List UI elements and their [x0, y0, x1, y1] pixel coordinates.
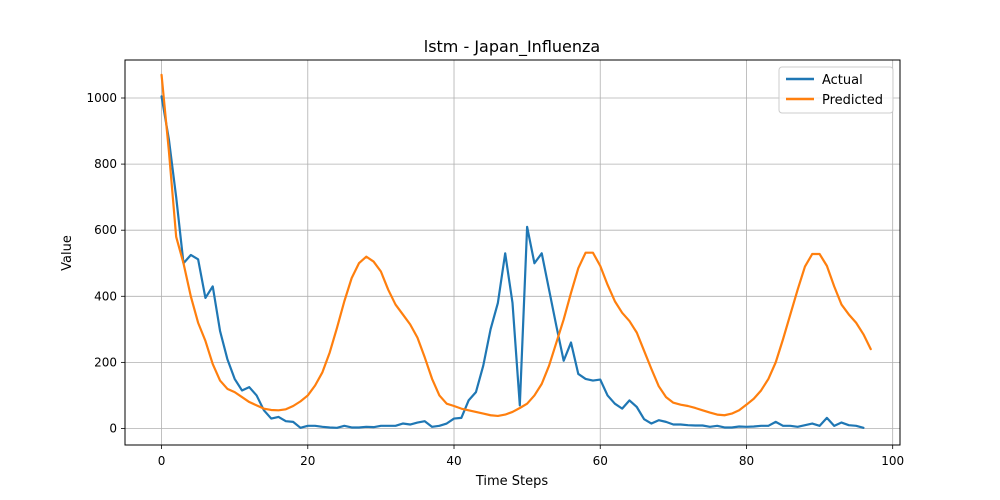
x-tick-label: 0 — [158, 454, 166, 468]
legend: Actual Predicted — [778, 66, 894, 114]
x-tick-label: 60 — [593, 454, 608, 468]
y-tick-label: 600 — [94, 223, 117, 237]
legend-label-actual: Actual — [822, 73, 863, 88]
grid — [125, 60, 900, 445]
y-axis-label: Value — [60, 235, 75, 271]
y-tick-label: 1000 — [86, 91, 117, 105]
chart-title: lstm - Japan_Influenza — [424, 37, 600, 57]
series-line-actual — [160, 95, 865, 429]
x-tick-label: 40 — [446, 454, 461, 468]
x-tick-label: 100 — [881, 454, 904, 468]
plot-frame — [124, 59, 901, 446]
y-tick-label: 400 — [94, 289, 117, 303]
x-tick-label: 20 — [300, 454, 315, 468]
x-axis-label: Time Steps — [475, 474, 549, 489]
x-tick-label: 80 — [739, 454, 754, 468]
y-tick-label: 200 — [94, 355, 117, 369]
legend-label-predicted: Predicted — [822, 93, 883, 108]
y-tick-label: 800 — [94, 157, 117, 171]
y-tick-label: 0 — [109, 421, 117, 435]
series-lines — [160, 73, 872, 429]
series-line-predicted — [160, 73, 872, 418]
